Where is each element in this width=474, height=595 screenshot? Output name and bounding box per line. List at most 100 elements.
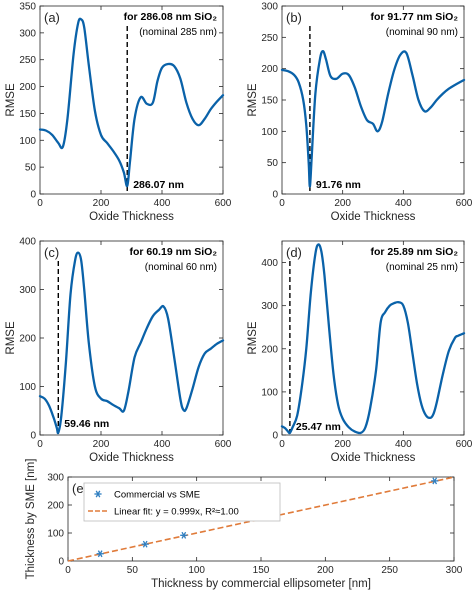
scatter-point-stroke xyxy=(432,477,438,485)
y-tick-label: 0 xyxy=(272,431,278,442)
x-axis-label: Oxide Thickness xyxy=(89,452,174,464)
y-tick-label: 300 xyxy=(19,285,36,296)
x-tick-label: 400 xyxy=(154,439,171,450)
scatter-point xyxy=(180,531,188,539)
y-tick-label: 150 xyxy=(261,96,278,107)
x-tick-label: 200 xyxy=(334,439,351,450)
legend-marker-scatter xyxy=(94,490,102,498)
y-tick-label: 400 xyxy=(19,237,36,248)
x-tick-label: 0 xyxy=(37,439,43,450)
y-tick-label: 50 xyxy=(267,158,279,169)
annotation-title: for 60.19 nm SiO₂ xyxy=(129,246,217,258)
panel-label: (a) xyxy=(44,10,60,25)
y-tick-label: 100 xyxy=(261,127,278,138)
y-tick-label: 0 xyxy=(30,190,36,201)
y-tick-label: 0 xyxy=(58,557,64,568)
scatter-point-stroke xyxy=(142,540,148,548)
x-tick-label: 600 xyxy=(215,439,232,450)
x-tick-label: 200 xyxy=(93,439,110,450)
y-axis-label: Thickness by SME [nm] xyxy=(25,459,37,580)
x-tick-label: 600 xyxy=(456,439,473,450)
annotation-subtitle: (nominal 90 nm) xyxy=(386,27,458,38)
y-tick-label: 250 xyxy=(19,55,36,66)
minimum-label: 25.47 nm xyxy=(296,421,341,433)
x-tick-label: 150 xyxy=(253,565,270,576)
x-tick-label: 400 xyxy=(154,198,171,209)
panel-b: 0 200 400 600 0 50 100 150 200 250 300 Oxide Thickn… xyxy=(247,2,473,224)
scatter-point-stroke xyxy=(181,531,187,539)
y-axis-label: RMSE xyxy=(247,321,259,355)
y-tick-label: 100 xyxy=(19,382,36,393)
x-tick-label: 0 xyxy=(279,198,285,209)
x-tick-label: 0 xyxy=(37,198,43,209)
legend-marker-stroke xyxy=(95,490,101,498)
x-tick-label: 300 xyxy=(446,565,463,576)
y-tick-label: 100 xyxy=(19,136,36,147)
y-tick-label: 200 xyxy=(19,82,36,93)
y-tick-label: 100 xyxy=(47,529,64,540)
rmse-curve xyxy=(280,49,466,188)
x-axis-label: Oxide Thickness xyxy=(331,211,416,223)
annotation-title: for 91.77 nm SiO₂ xyxy=(370,11,458,23)
x-axis-label: Oxide Thickness xyxy=(331,452,416,464)
panel-label: (c) xyxy=(44,245,59,260)
panel-label: (d) xyxy=(286,245,302,260)
minimum-label: 286.07 nm xyxy=(133,179,184,191)
plot-area xyxy=(39,5,224,195)
x-tick-label: 400 xyxy=(395,198,412,209)
y-axis-label: RMSE xyxy=(5,321,17,355)
panel-label: (b) xyxy=(286,10,302,25)
plot-area xyxy=(39,240,224,436)
rmse-curve xyxy=(280,243,466,435)
y-tick-label: 100 xyxy=(261,387,278,398)
y-tick-label: 200 xyxy=(19,334,36,345)
y-tick-label: 300 xyxy=(19,28,36,39)
x-tick-label: 200 xyxy=(93,198,110,209)
scatter-point xyxy=(96,550,104,558)
panel-e: 0 50 100 150 200 250 300 0 100 200 300 Thickness by… xyxy=(25,459,463,590)
scatter-point xyxy=(141,540,149,548)
annotation-title: for 25.89 nm SiO₂ xyxy=(370,246,458,258)
rmse-curve xyxy=(38,251,225,435)
minimum-label: 59.46 nm xyxy=(64,418,109,430)
panel-d: 0 200 400 600 0 100 200 300 400 Oxide Thickness RM… xyxy=(247,240,473,464)
annotation-subtitle: (nominal 285 nm) xyxy=(139,27,217,38)
legend-box xyxy=(83,482,281,522)
x-tick-label: 100 xyxy=(188,565,205,576)
x-tick-label: 0 xyxy=(65,565,71,576)
rmse-curve xyxy=(38,17,225,188)
minimum-label: 91.76 nm xyxy=(316,179,361,191)
y-tick-label: 150 xyxy=(19,109,36,120)
y-tick-label: 250 xyxy=(261,33,278,44)
scatter-point-stroke xyxy=(97,550,103,558)
y-axis-label: RMSE xyxy=(5,83,17,117)
annotation-subtitle: (nominal 60 nm) xyxy=(145,262,217,273)
y-tick-label: 300 xyxy=(47,473,64,484)
x-tick-label: 200 xyxy=(317,565,334,576)
y-tick-label: 350 xyxy=(19,2,36,13)
y-tick-label: 300 xyxy=(261,2,278,13)
y-tick-label: 200 xyxy=(261,344,278,355)
x-tick-label: 400 xyxy=(395,439,412,450)
linear-fit-line xyxy=(67,476,455,562)
y-tick-label: 200 xyxy=(47,501,64,512)
scatter-point xyxy=(431,477,439,485)
legend-label-scatter: Commercial vs SME xyxy=(114,490,200,501)
y-tick-label: 300 xyxy=(261,301,278,312)
y-tick-label: 200 xyxy=(261,64,278,75)
x-tick-label: 250 xyxy=(381,565,398,576)
legend: Commercial vs SME Linear fit: y = 0.999x,… xyxy=(83,482,281,522)
x-tick-label: 600 xyxy=(456,198,473,209)
annotation-title: for 286.08 nm SiO₂ xyxy=(124,11,218,23)
x-tick-label: 200 xyxy=(334,198,351,209)
y-tick-label: 0 xyxy=(30,431,36,442)
annotation-subtitle: (nominal 25 nm) xyxy=(386,262,458,273)
x-tick-label: 50 xyxy=(127,565,139,576)
x-tick-label: 0 xyxy=(279,439,285,450)
y-tick-label: 0 xyxy=(272,190,278,201)
panel-c: 0 200 400 600 0 100 200 300 400 Oxide Thickness RM… xyxy=(5,237,232,465)
x-tick-label: 600 xyxy=(215,198,232,209)
x-axis-label: Thickness by commercial ellipsometer [nm… xyxy=(151,578,371,590)
legend-label-fit: Linear fit: y = 0.999x, R²≈1.00 xyxy=(114,507,239,518)
